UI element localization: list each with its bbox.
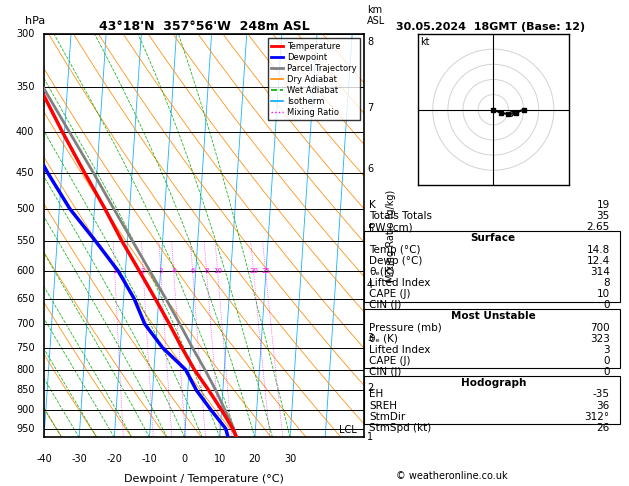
Text: 3: 3 xyxy=(603,345,610,355)
Text: Totals Totals: Totals Totals xyxy=(369,211,432,221)
Text: 0: 0 xyxy=(182,453,187,464)
Text: θₑ (K): θₑ (K) xyxy=(369,334,398,344)
Text: 314: 314 xyxy=(590,267,610,277)
Text: 14.8: 14.8 xyxy=(586,244,610,255)
Text: 1: 1 xyxy=(367,433,373,442)
Text: 30.05.2024  18GMT (Base: 12): 30.05.2024 18GMT (Base: 12) xyxy=(396,22,586,32)
Text: EH: EH xyxy=(369,389,383,399)
Text: 600: 600 xyxy=(16,266,35,276)
Text: -35: -35 xyxy=(593,389,610,399)
Text: 550: 550 xyxy=(16,237,35,246)
Text: LCL: LCL xyxy=(339,425,357,435)
Text: PW (cm): PW (cm) xyxy=(369,222,413,232)
Text: 10: 10 xyxy=(597,289,610,299)
Text: 350: 350 xyxy=(16,82,35,92)
Text: Hodograph: Hodograph xyxy=(460,378,526,388)
Text: 4: 4 xyxy=(172,268,176,274)
Legend: Temperature, Dewpoint, Parcel Trajectory, Dry Adiabat, Wet Adiabat, Isotherm, Mi: Temperature, Dewpoint, Parcel Trajectory… xyxy=(267,38,360,121)
Text: 750: 750 xyxy=(16,343,35,353)
Text: 8: 8 xyxy=(367,37,373,47)
Text: 500: 500 xyxy=(16,204,35,214)
Text: 1: 1 xyxy=(113,268,117,274)
Text: 19: 19 xyxy=(596,200,610,210)
Text: 450: 450 xyxy=(16,168,35,178)
Text: StmDir: StmDir xyxy=(369,412,405,422)
Text: 20: 20 xyxy=(248,453,261,464)
Text: Dewp (°C): Dewp (°C) xyxy=(369,256,423,266)
Text: Dewpoint / Temperature (°C): Dewpoint / Temperature (°C) xyxy=(124,474,284,484)
Text: 700: 700 xyxy=(16,319,35,329)
Text: 0: 0 xyxy=(603,356,610,366)
Text: 312°: 312° xyxy=(584,412,610,422)
Text: K: K xyxy=(369,200,376,210)
Text: 900: 900 xyxy=(16,405,35,415)
Text: CIN (J): CIN (J) xyxy=(369,300,401,311)
Text: Lifted Index: Lifted Index xyxy=(369,278,430,288)
Text: StmSpd (kt): StmSpd (kt) xyxy=(369,423,431,433)
Text: 20: 20 xyxy=(249,268,258,274)
Text: 800: 800 xyxy=(16,364,35,375)
Text: 8: 8 xyxy=(603,278,610,288)
Text: 7: 7 xyxy=(367,103,373,113)
Text: 12.4: 12.4 xyxy=(586,256,610,266)
Text: 8: 8 xyxy=(204,268,209,274)
Text: θₑ(K): θₑ(K) xyxy=(369,267,394,277)
Text: -30: -30 xyxy=(71,453,87,464)
Text: 30: 30 xyxy=(284,453,296,464)
Text: 4: 4 xyxy=(367,280,373,290)
Text: 25: 25 xyxy=(261,268,270,274)
Text: 10: 10 xyxy=(213,268,222,274)
Text: 950: 950 xyxy=(16,423,35,434)
Text: CAPE (J): CAPE (J) xyxy=(369,356,411,366)
Text: SREH: SREH xyxy=(369,400,397,411)
Text: kt: kt xyxy=(421,37,430,47)
Text: 6: 6 xyxy=(367,164,373,174)
Text: © weatheronline.co.uk: © weatheronline.co.uk xyxy=(396,471,508,481)
Text: 400: 400 xyxy=(16,127,35,138)
Text: 6: 6 xyxy=(191,268,195,274)
Text: Most Unstable: Most Unstable xyxy=(451,312,536,321)
Text: Pressure (mb): Pressure (mb) xyxy=(369,323,442,332)
Text: km
ASL: km ASL xyxy=(367,5,386,26)
Text: 300: 300 xyxy=(16,29,35,39)
Text: -40: -40 xyxy=(36,453,52,464)
Text: 26: 26 xyxy=(596,423,610,433)
Text: 650: 650 xyxy=(16,294,35,304)
Text: 5: 5 xyxy=(367,224,373,234)
Text: -20: -20 xyxy=(106,453,122,464)
Text: 3: 3 xyxy=(159,268,163,274)
Text: 35: 35 xyxy=(596,211,610,221)
Text: -10: -10 xyxy=(142,453,157,464)
Text: Temp (°C): Temp (°C) xyxy=(369,244,421,255)
Text: 700: 700 xyxy=(590,323,610,332)
Text: 3: 3 xyxy=(367,333,373,343)
Text: 2.65: 2.65 xyxy=(586,222,610,232)
Text: Surface: Surface xyxy=(470,233,516,243)
Text: CAPE (J): CAPE (J) xyxy=(369,289,411,299)
Text: 2: 2 xyxy=(141,268,145,274)
Text: Mixing Ratio (g/kg): Mixing Ratio (g/kg) xyxy=(386,190,396,282)
Text: 36: 36 xyxy=(596,400,610,411)
Text: 0: 0 xyxy=(603,367,610,377)
Title: 43°18'N  357°56'W  248m ASL: 43°18'N 357°56'W 248m ASL xyxy=(99,20,309,33)
Text: 0: 0 xyxy=(603,300,610,311)
Text: 850: 850 xyxy=(16,385,35,396)
Text: 323: 323 xyxy=(590,334,610,344)
Text: 2: 2 xyxy=(367,383,373,394)
Text: CIN (J): CIN (J) xyxy=(369,367,401,377)
Text: Lifted Index: Lifted Index xyxy=(369,345,430,355)
Text: hPa: hPa xyxy=(25,16,45,26)
Text: 10: 10 xyxy=(214,453,226,464)
